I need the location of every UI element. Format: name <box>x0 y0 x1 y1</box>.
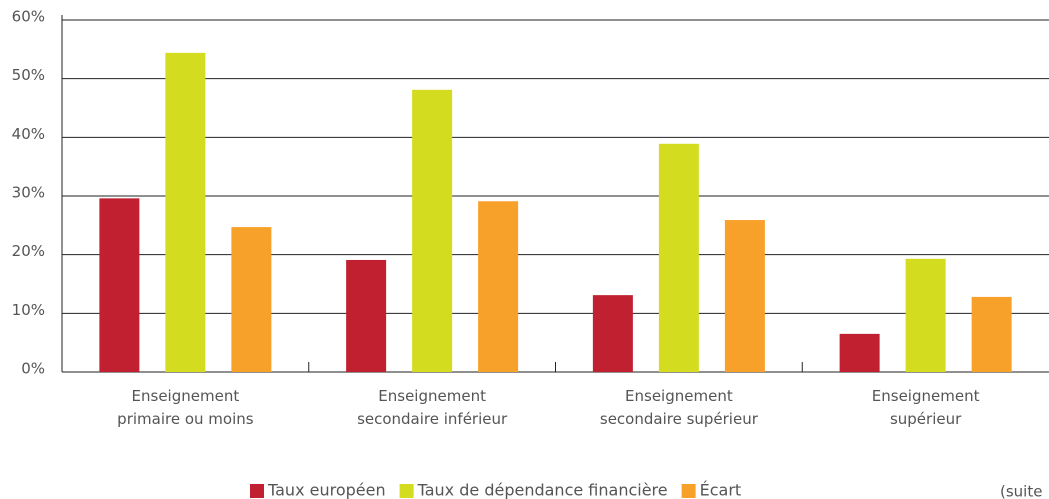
bar <box>592 295 633 372</box>
bar <box>971 296 1012 372</box>
bar <box>165 52 206 372</box>
x-tick-label: Enseignement supérieur <box>872 387 980 428</box>
y-tick-label: 10% <box>12 301 45 319</box>
y-tick-label: 50% <box>12 66 45 84</box>
bar <box>839 333 880 372</box>
y-tick-label: 30% <box>12 184 45 202</box>
bar <box>658 143 699 372</box>
bar <box>412 89 453 373</box>
bar <box>724 220 765 372</box>
bar <box>905 258 946 372</box>
y-tick-label: 20% <box>12 242 45 260</box>
legend-label: Écart <box>700 481 742 499</box>
bar <box>231 227 272 372</box>
x-tick-label: Enseignement secondaire supérieur <box>600 387 759 428</box>
legend-swatch <box>399 484 414 498</box>
x-tick-label: Enseignement primaire ou moins <box>117 387 254 428</box>
legend-swatch <box>681 484 696 498</box>
legend-label: Taux de dépendance financière <box>417 481 668 499</box>
legend-label: Taux européen <box>267 481 386 499</box>
y-tick-label: 60% <box>12 8 45 26</box>
bar <box>99 198 140 372</box>
x-tick-label: Enseignement secondaire inférieur <box>357 387 508 428</box>
y-tick-label: 40% <box>12 125 45 143</box>
note: (suite <box>1000 483 1042 499</box>
bar <box>478 201 519 372</box>
bar <box>346 259 387 372</box>
legend-swatch <box>250 484 264 498</box>
y-tick-label: 0% <box>21 360 45 378</box>
